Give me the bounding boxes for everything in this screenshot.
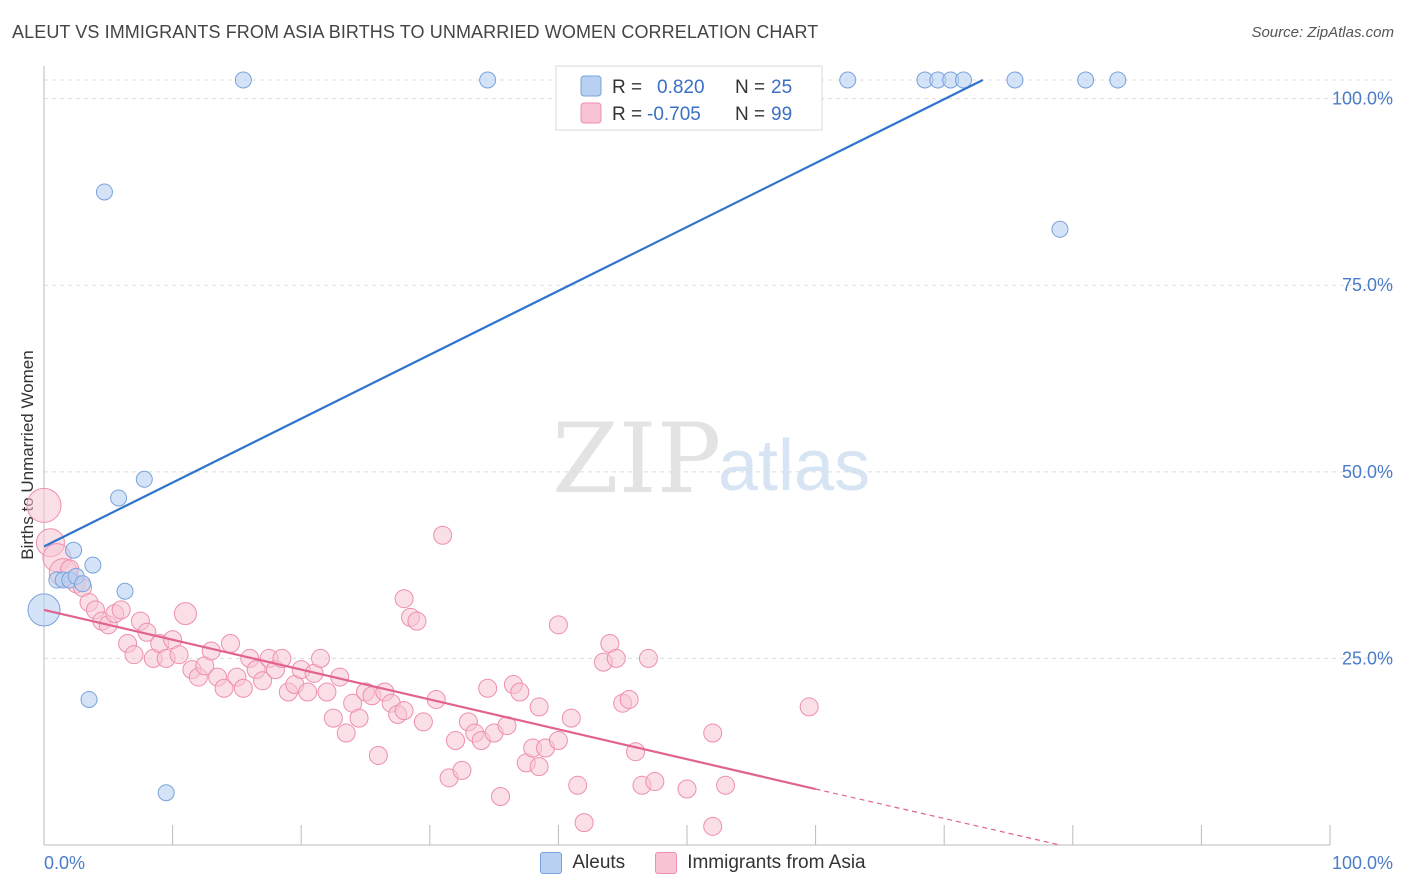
- data-point-aleut: [1077, 71, 1095, 89]
- data-point-aleut: [84, 556, 102, 574]
- data-point-asia: [548, 731, 568, 751]
- asia-stat-swatch: [580, 102, 602, 124]
- y-tick-label: 50.0%: [1342, 462, 1393, 482]
- data-point-asia: [394, 701, 414, 721]
- data-point-asia: [272, 648, 292, 668]
- data-point-aleut: [95, 183, 113, 201]
- data-point-aleut: [1051, 220, 1069, 238]
- axes: [43, 66, 1331, 846]
- x-tick-label: 0.0%: [44, 853, 85, 873]
- legend-label-aleuts: Aleuts: [572, 852, 626, 873]
- data-point-aleut: [110, 489, 128, 507]
- tick-labels: 25.0% 50.0% 75.0% 100.0% 0.0% 100.0%: [44, 89, 1393, 873]
- data-point-asia: [561, 708, 581, 728]
- data-point-asia: [349, 708, 369, 728]
- data-point-asia: [619, 689, 639, 709]
- data-point-aleut: [1109, 71, 1127, 89]
- aleut-r-label: R =: [612, 77, 642, 98]
- data-point-asia: [677, 779, 697, 799]
- data-point-asia: [124, 645, 144, 665]
- asia-r-value: -0.705: [647, 104, 701, 125]
- data-point-asia: [452, 760, 472, 780]
- source-credit: Source: ZipAtlas.com: [1251, 24, 1394, 41]
- data-point-aleut: [80, 690, 98, 708]
- data-point-aleut: [479, 71, 497, 89]
- data-point-asia: [433, 525, 453, 545]
- data-point-asia: [703, 723, 723, 743]
- data-point-asia: [233, 678, 253, 698]
- data-point-asia: [253, 671, 273, 691]
- data-point-aleut: [74, 575, 92, 593]
- data-point-asia: [394, 589, 414, 609]
- data-point-asia: [446, 731, 466, 751]
- legend: Aleuts Immigrants from Asia: [0, 852, 1406, 874]
- trend-line-aleuts: [43, 79, 984, 548]
- data-point-asia: [491, 786, 511, 806]
- data-point-asia: [26, 487, 62, 523]
- data-point-asia: [478, 678, 498, 698]
- data-point-asia: [173, 602, 197, 626]
- data-point-asia: [214, 678, 234, 698]
- y-tick-label: 100.0%: [1332, 89, 1393, 109]
- y-tick-label: 25.0%: [1342, 648, 1393, 668]
- data-point-asia: [220, 633, 240, 653]
- data-point-asia: [799, 697, 819, 717]
- data-point-asia: [548, 615, 568, 635]
- data-point-asia: [368, 745, 388, 765]
- data-point-asia: [298, 682, 318, 702]
- data-point-asia: [310, 648, 330, 668]
- aleut-n-label: N =: [735, 77, 765, 98]
- trend-line-immigrants-from-asia: [43, 608, 816, 791]
- data-point-asia: [323, 708, 343, 728]
- data-point-aleut: [157, 784, 175, 802]
- aleut-r-value: 0.820: [657, 77, 705, 98]
- data-point-aleut: [954, 71, 972, 89]
- aleut-n-value: 25: [771, 77, 792, 98]
- data-point-aleut: [234, 71, 252, 89]
- data-point-asia: [574, 813, 594, 833]
- y-tick-label: 75.0%: [1342, 275, 1393, 295]
- data-point-asia: [529, 697, 549, 717]
- asia-n-value: 99: [771, 104, 792, 125]
- watermark-zip: ZIP: [552, 403, 721, 515]
- asia-r-label: R =: [612, 104, 642, 125]
- data-point-asia: [407, 611, 427, 631]
- aleut-stat-swatch: [580, 75, 602, 97]
- trend-lines: [43, 79, 1061, 846]
- data-point-aleut: [135, 470, 153, 488]
- legend-swatch-immigrants-from-asia: [655, 852, 678, 874]
- data-point-asia: [568, 775, 588, 795]
- gridlines: [44, 79, 1392, 659]
- data-point-asia: [317, 682, 337, 702]
- data-point-aleut: [65, 541, 83, 559]
- data-point-asia: [169, 645, 189, 665]
- trend-line-extension: [815, 788, 1061, 846]
- data-point-asia: [529, 757, 549, 777]
- data-point-asia: [606, 648, 626, 668]
- watermark-atlas: atlas: [718, 426, 870, 506]
- data-point-asia: [645, 772, 665, 792]
- data-point-asia: [716, 775, 736, 795]
- legend-item-immigrants-from-asia[interactable]: Immigrants from Asia: [655, 852, 866, 874]
- series-immigrants-from-asia: [26, 487, 819, 836]
- data-point-aleut: [116, 582, 134, 600]
- legend-item-aleuts[interactable]: Aleuts: [540, 852, 625, 874]
- data-point-asia: [336, 723, 356, 743]
- data-point-aleut: [839, 71, 857, 89]
- stats-box: R = 0.820 N = 25 R = -0.705 N = 99: [555, 65, 823, 131]
- legend-label-immigrants-from-asia: Immigrants from Asia: [687, 852, 866, 873]
- asia-n-label: N =: [735, 104, 765, 125]
- data-point-asia: [703, 816, 723, 836]
- data-point-asia: [510, 682, 530, 702]
- data-point-asia: [638, 648, 658, 668]
- chart-title: ALEUT VS IMMIGRANTS FROM ASIA BIRTHS TO …: [12, 22, 819, 42]
- data-point-asia: [413, 712, 433, 732]
- legend-swatch-aleuts: [540, 852, 563, 874]
- x-tick-label: 100.0%: [1332, 853, 1393, 873]
- data-point-asia: [111, 600, 131, 620]
- data-point-aleut: [1006, 71, 1024, 89]
